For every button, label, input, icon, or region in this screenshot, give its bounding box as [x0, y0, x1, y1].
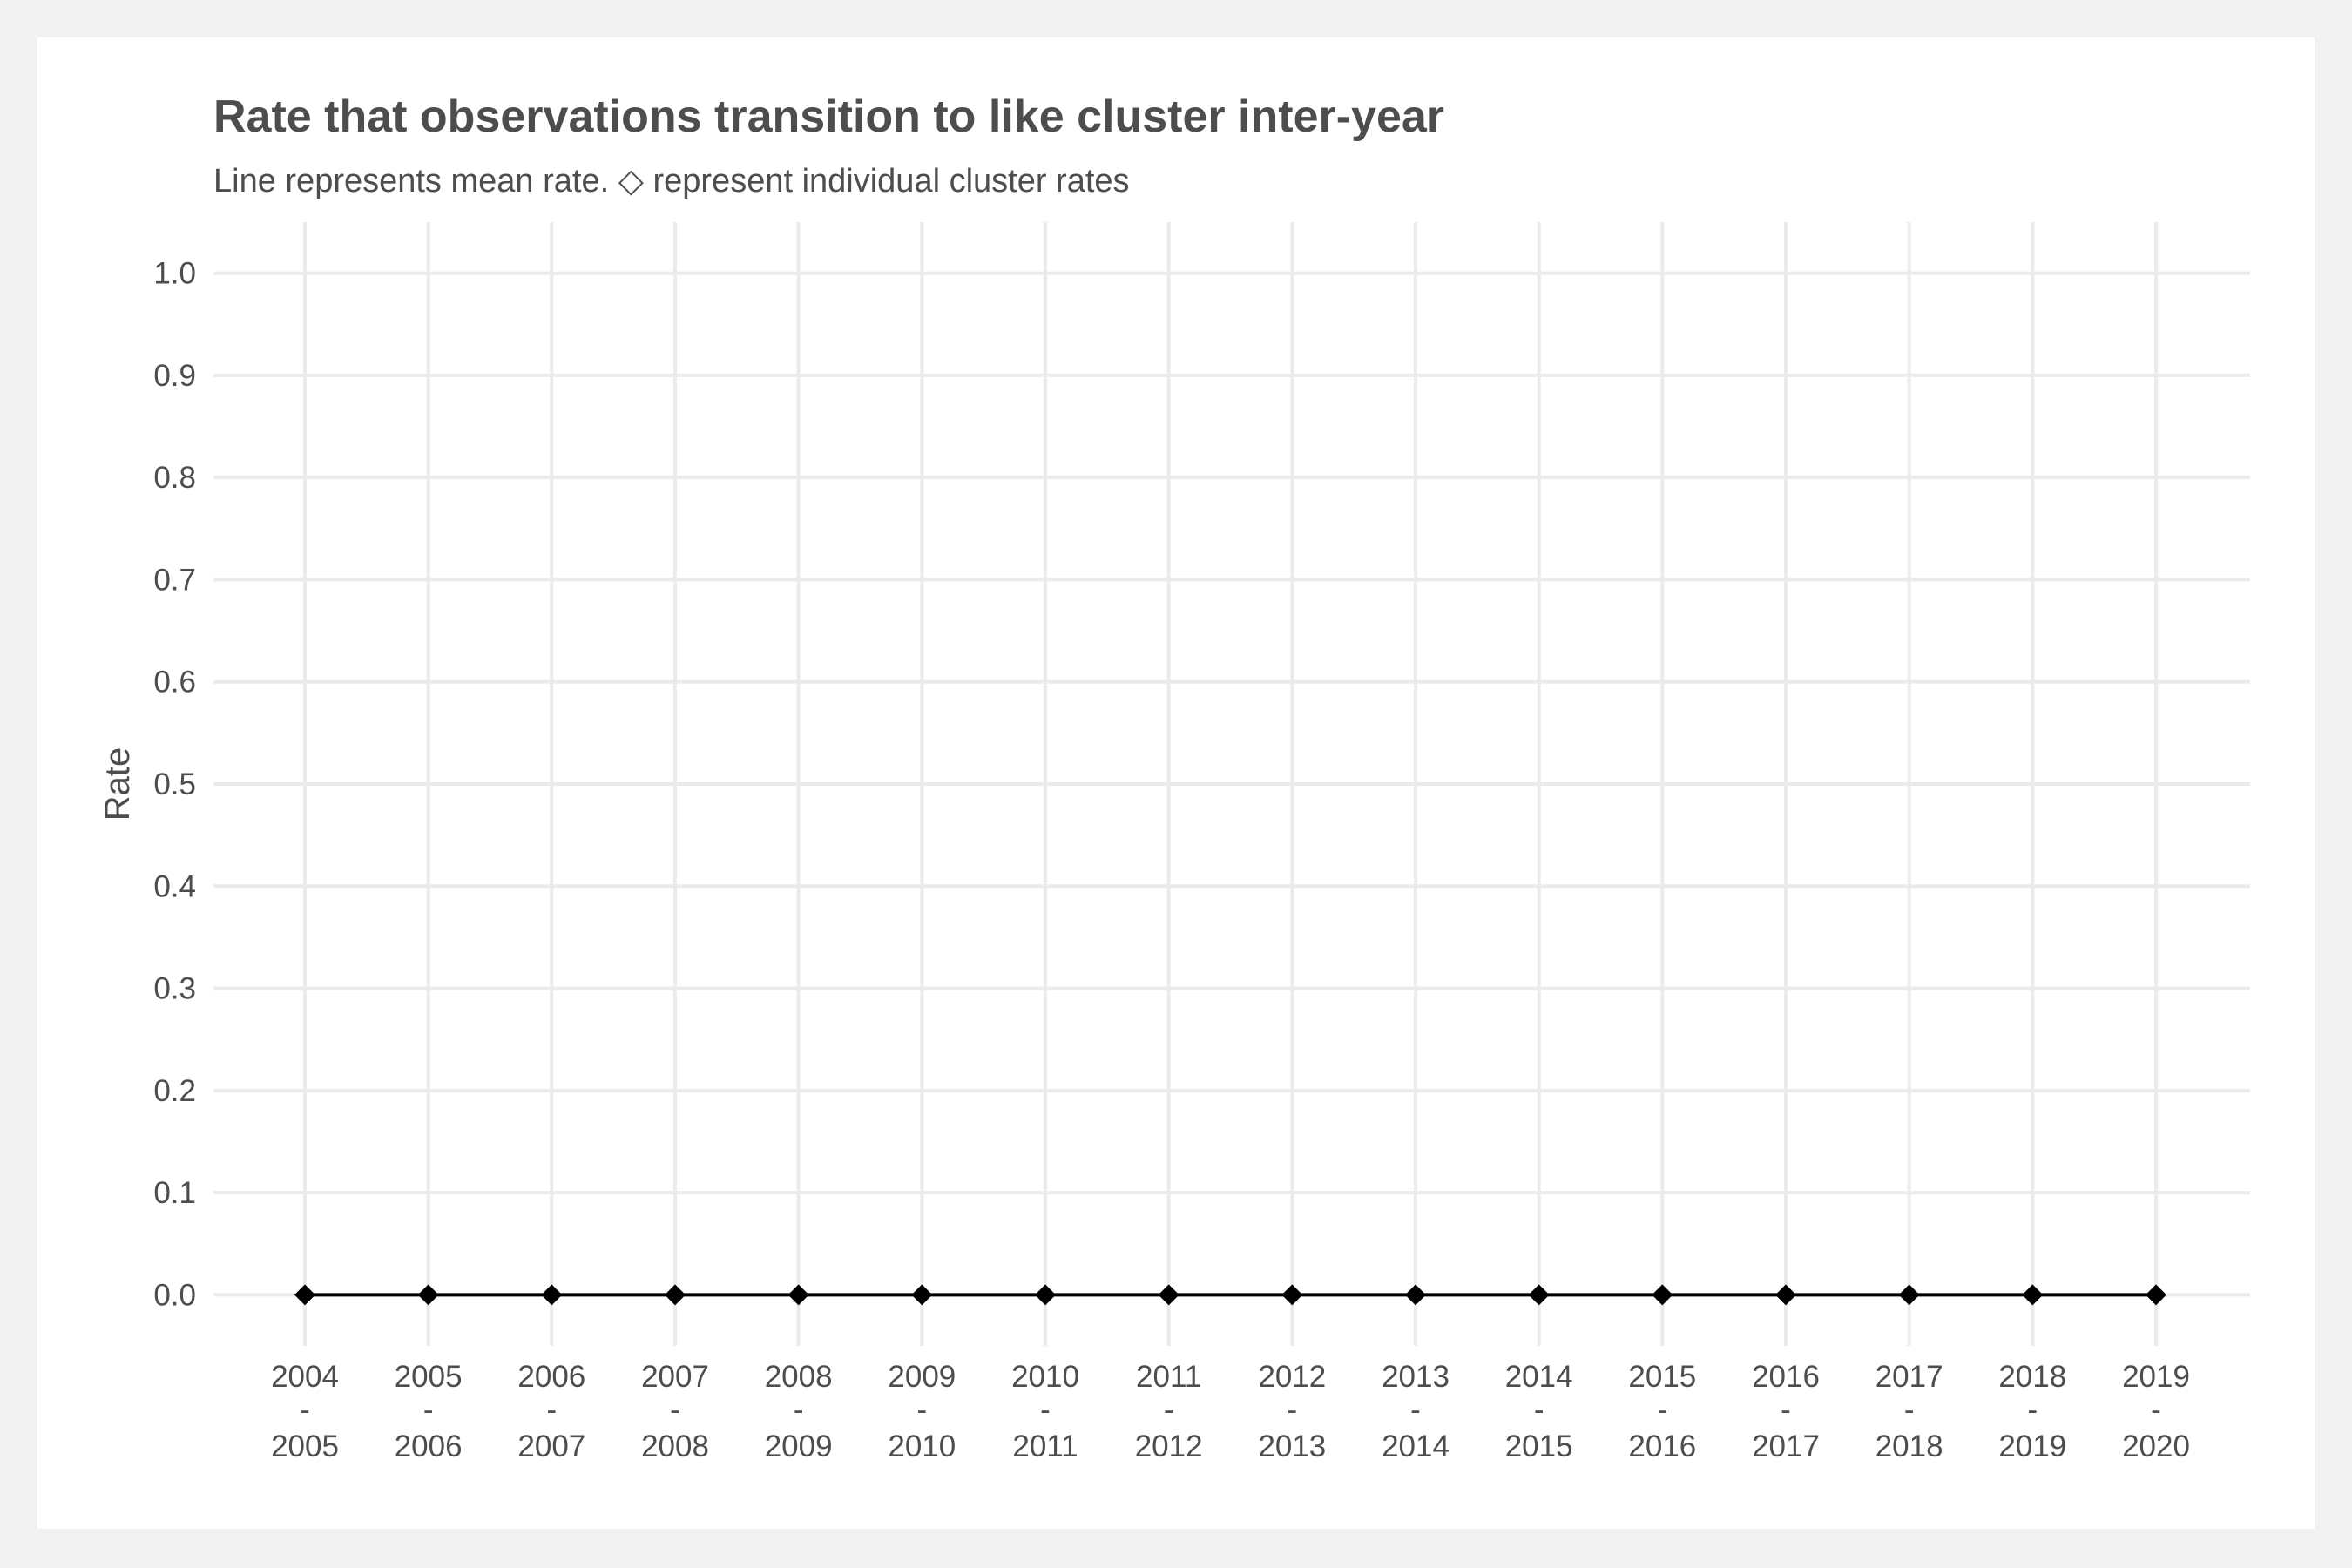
y-tick-label: 0.6	[153, 666, 196, 700]
x-tick-label: 2011	[1012, 1429, 1078, 1463]
x-tick-label: 2013	[1382, 1360, 1450, 1394]
cluster-rate-point	[665, 1284, 686, 1306]
x-tick-label: 2013	[1258, 1429, 1326, 1463]
x-tick-label: 2019	[2122, 1360, 2190, 1394]
x-tick-label: 2005	[271, 1429, 339, 1463]
cluster-rate-point	[2146, 1284, 2166, 1306]
x-tick-label: -	[2028, 1393, 2038, 1427]
x-tick-label: 2017	[1752, 1429, 1820, 1463]
cluster-rate-point	[294, 1284, 315, 1306]
cluster-rate-point	[541, 1284, 563, 1306]
x-tick-label: -	[1288, 1393, 1298, 1427]
x-tick-label: 2018	[1998, 1360, 2066, 1394]
cluster-rate-point	[1775, 1284, 1796, 1306]
cluster-rate-point	[417, 1284, 439, 1306]
x-tick-label: 2016	[1628, 1429, 1696, 1463]
x-tick-label: -	[547, 1393, 558, 1427]
x-tick-label: 2009	[888, 1360, 956, 1394]
cluster-rate-point	[1281, 1284, 1303, 1306]
x-tick-label: 2015	[1505, 1429, 1573, 1463]
x-tick-label: -	[917, 1393, 928, 1427]
x-tick-label: 2012	[1135, 1429, 1203, 1463]
cluster-rate-point	[1405, 1284, 1426, 1306]
x-tick-label: 2006	[395, 1429, 463, 1463]
cluster-rate-point	[1035, 1284, 1056, 1306]
x-tick-label: 2014	[1382, 1429, 1450, 1463]
cluster-rate-point	[1158, 1284, 1179, 1306]
y-tick-label: 0.7	[153, 563, 196, 597]
cluster-rate-point	[1652, 1284, 1673, 1306]
chart-subtitle: Line represents mean rate. ◇ represent i…	[213, 163, 1130, 199]
chart-title: Rate that observations transition to lik…	[213, 91, 1445, 142]
x-tick-label: -	[1534, 1393, 1544, 1427]
x-tick-label: 2006	[517, 1360, 585, 1394]
x-tick-label: 2008	[765, 1360, 833, 1394]
x-tick-label: 2020	[2122, 1429, 2190, 1463]
series-layer	[294, 1284, 2166, 1306]
x-tick-label: -	[670, 1393, 680, 1427]
x-tick-label: 2018	[1876, 1429, 1943, 1463]
x-tick-label: -	[300, 1393, 310, 1427]
y-axis-title: Rate	[98, 747, 137, 821]
x-tick-label: -	[1781, 1393, 1791, 1427]
x-tick-label: -	[1904, 1393, 1915, 1427]
x-tick-label: -	[1658, 1393, 1668, 1427]
x-tick-label: 2016	[1752, 1360, 1820, 1394]
x-tick-label: 2014	[1505, 1360, 1573, 1394]
y-tick-label: 0.3	[153, 972, 196, 1006]
x-tick-label: 2011	[1136, 1360, 1201, 1394]
y-tick-label: 0.2	[153, 1074, 196, 1108]
x-tick-label: 2009	[765, 1429, 833, 1463]
y-tick-label: 0.5	[153, 767, 196, 801]
x-tick-label: 2017	[1876, 1360, 1943, 1394]
x-tick-label: 2007	[641, 1360, 709, 1394]
x-tick-label: 2010	[1011, 1360, 1079, 1394]
y-tick-label: 0.4	[153, 869, 196, 903]
cluster-rate-point	[1528, 1284, 1550, 1306]
x-tick-label: 2007	[517, 1429, 585, 1463]
x-tick-label: 2010	[888, 1429, 956, 1463]
y-tick-label: 0.1	[153, 1176, 196, 1210]
x-tick-label: -	[794, 1393, 804, 1427]
y-axis-tick-labels: 0.0 0.1 0.2 0.3 0.4 0.5 0.6 0.7 0.8 0.9 1.0	[153, 257, 196, 1313]
x-axis-tick-labels: 2004-20052005-20062006-20072007-20082008…	[271, 1360, 2190, 1463]
x-tick-label: 2019	[1998, 1429, 2066, 1463]
x-tick-label: 2012	[1258, 1360, 1326, 1394]
y-tick-label: 0.9	[153, 359, 196, 393]
x-tick-label: -	[1164, 1393, 1174, 1427]
y-tick-label: 1.0	[153, 257, 196, 291]
cluster-rate-point	[1898, 1284, 1920, 1306]
cluster-rate-point	[911, 1284, 933, 1306]
x-tick-label: 2004	[271, 1360, 339, 1394]
cluster-rate-point	[2022, 1284, 2044, 1306]
x-tick-label: 2005	[395, 1360, 463, 1394]
x-tick-label: 2015	[1628, 1360, 1696, 1394]
y-tick-label: 0.8	[153, 461, 196, 495]
x-tick-label: -	[1410, 1393, 1421, 1427]
x-tick-label: -	[2151, 1393, 2161, 1427]
x-tick-label: -	[423, 1393, 434, 1427]
grid-lines	[213, 222, 2250, 1346]
cluster-rate-point	[787, 1284, 809, 1306]
x-tick-label: 2008	[641, 1429, 709, 1463]
x-tick-label: -	[1040, 1393, 1051, 1427]
y-tick-label: 0.0	[153, 1278, 196, 1312]
